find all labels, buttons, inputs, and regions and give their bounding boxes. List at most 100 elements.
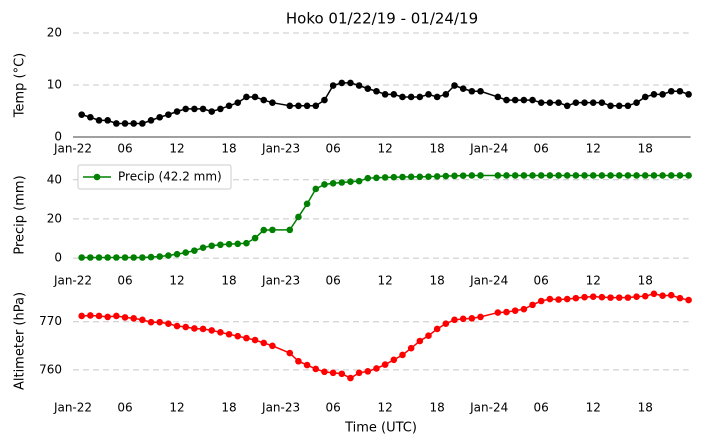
data-point [295, 213, 302, 221]
data-point [173, 250, 181, 258]
data-point [182, 323, 190, 331]
data-point [442, 91, 450, 98]
data-point [563, 172, 571, 179]
x-tick-label: 06 [534, 142, 549, 156]
x-tick-label: 12 [586, 401, 601, 415]
data-point [520, 96, 528, 104]
data-point [329, 179, 337, 187]
x-tick-label: Jan-23 [261, 274, 300, 288]
data-point [182, 249, 190, 256]
data-point [373, 87, 380, 95]
legend-label: Precip (42.2 mm) [118, 170, 222, 184]
data-point [373, 365, 380, 372]
x-tick-label: 12 [586, 274, 601, 288]
data-point [234, 332, 242, 340]
x-tick-label: 06 [325, 142, 340, 156]
x-tick-label: 18 [221, 274, 236, 288]
data-point [555, 172, 562, 179]
chart-title: Hoko 01/22/19 - 01/24/19 [286, 10, 478, 28]
x-tick-label: 12 [377, 274, 392, 288]
data-point [659, 91, 666, 98]
data-point [87, 113, 94, 121]
data-point [581, 293, 588, 301]
data-point [615, 172, 623, 179]
data-point [607, 102, 614, 110]
y-axis-label: Altimeter (hPa) [13, 292, 28, 390]
x-tick-label: 18 [638, 142, 653, 156]
data-point [494, 309, 502, 316]
data-point [303, 102, 311, 110]
y-tick-label: 20 [47, 211, 62, 225]
data-point [425, 332, 432, 340]
data-point [373, 174, 380, 182]
x-tick-label: Jan-22 [53, 274, 92, 288]
data-point [494, 172, 502, 179]
data-point [295, 357, 302, 365]
x-tick-label: Jan-23 [261, 142, 300, 156]
data-point [286, 226, 294, 234]
data-point [191, 325, 198, 332]
data-point [191, 247, 198, 254]
data-point [589, 172, 597, 179]
data-point [468, 172, 476, 179]
data-point [399, 93, 406, 101]
data-point [511, 96, 519, 104]
data-point [581, 99, 588, 106]
data-point [87, 312, 94, 319]
data-point [113, 312, 120, 320]
data-point [225, 102, 233, 110]
data-point [615, 102, 623, 110]
data-point [165, 320, 172, 327]
x-tick-label: Jan-24 [469, 274, 508, 288]
data-point [633, 172, 640, 179]
series-line [81, 82, 689, 125]
x-tick-label: 18 [430, 274, 445, 288]
data-point [78, 312, 85, 320]
data-point [659, 172, 666, 179]
data-point [633, 99, 640, 106]
data-point [104, 117, 111, 124]
data-point [208, 242, 216, 250]
data-point [468, 315, 476, 322]
legend-box [77, 164, 232, 190]
data-point [121, 120, 129, 127]
data-point [286, 349, 294, 357]
data-point [199, 244, 207, 252]
data-point [416, 93, 424, 101]
data-point [173, 322, 181, 330]
data-point [338, 370, 346, 378]
data-point [173, 108, 181, 115]
data-point [199, 105, 207, 113]
data-point [468, 87, 476, 95]
data-point [659, 292, 666, 300]
data-point [381, 361, 389, 368]
data-point [650, 91, 658, 98]
x-tick-label: Jan-22 [53, 142, 92, 156]
data-point [104, 254, 111, 261]
data-point [555, 99, 562, 106]
data-point [589, 99, 597, 106]
data-point [355, 369, 363, 377]
data-point [121, 254, 129, 261]
data-point [217, 105, 224, 113]
data-point [87, 254, 94, 261]
data-point [381, 91, 389, 98]
data-point [477, 87, 484, 95]
data-point [156, 318, 164, 326]
y-tick-label: 760 [39, 362, 62, 376]
y-tick-label: 0 [54, 130, 62, 144]
data-point [641, 172, 649, 179]
data-point [329, 369, 337, 377]
data-point [139, 254, 146, 261]
data-point [615, 294, 623, 301]
data-point [459, 315, 467, 323]
x-tick-label: 18 [638, 401, 653, 415]
data-point [243, 239, 250, 247]
data-point [546, 295, 554, 303]
data-point [563, 102, 571, 110]
x-tick-label: 12 [377, 401, 392, 415]
legend: Precip (42.2 mm) [77, 164, 232, 190]
data-point [269, 99, 276, 106]
data-point [225, 330, 233, 338]
data-point [312, 365, 320, 373]
